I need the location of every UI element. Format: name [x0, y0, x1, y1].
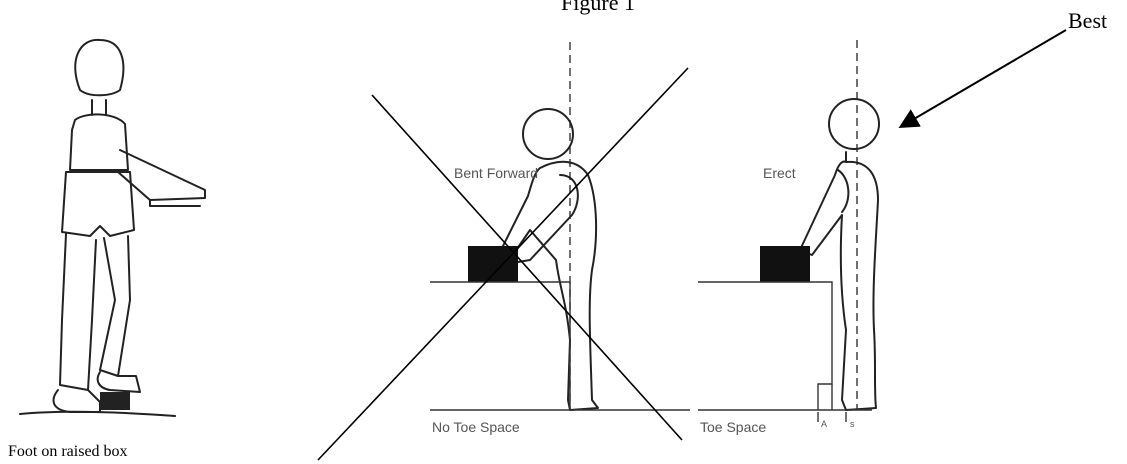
arrow: [902, 30, 1066, 126]
panel-caption: Toe Space: [700, 419, 766, 435]
cross-line: [318, 68, 688, 460]
posture-label: Bent Forward: [454, 165, 538, 181]
figure: Figure 1 Best Foot on raised box Bent Fo…: [0, 0, 1127, 464]
dimension-label: A: [821, 419, 827, 429]
box: [468, 246, 518, 282]
dimension-label: s: [850, 419, 855, 429]
erect-figure: [698, 40, 879, 422]
posture-label: Erect: [763, 165, 796, 181]
panel-label: Foot on raised box: [8, 443, 128, 460]
panel-caption: No Toe Space: [432, 419, 520, 435]
bent-figure: [318, 42, 690, 460]
raised-box: [100, 392, 130, 410]
annotation: Best: [1068, 8, 1107, 33]
woman-figure: [20, 40, 205, 416]
figure-title: Figure 1: [561, 0, 635, 15]
box: [760, 246, 810, 282]
